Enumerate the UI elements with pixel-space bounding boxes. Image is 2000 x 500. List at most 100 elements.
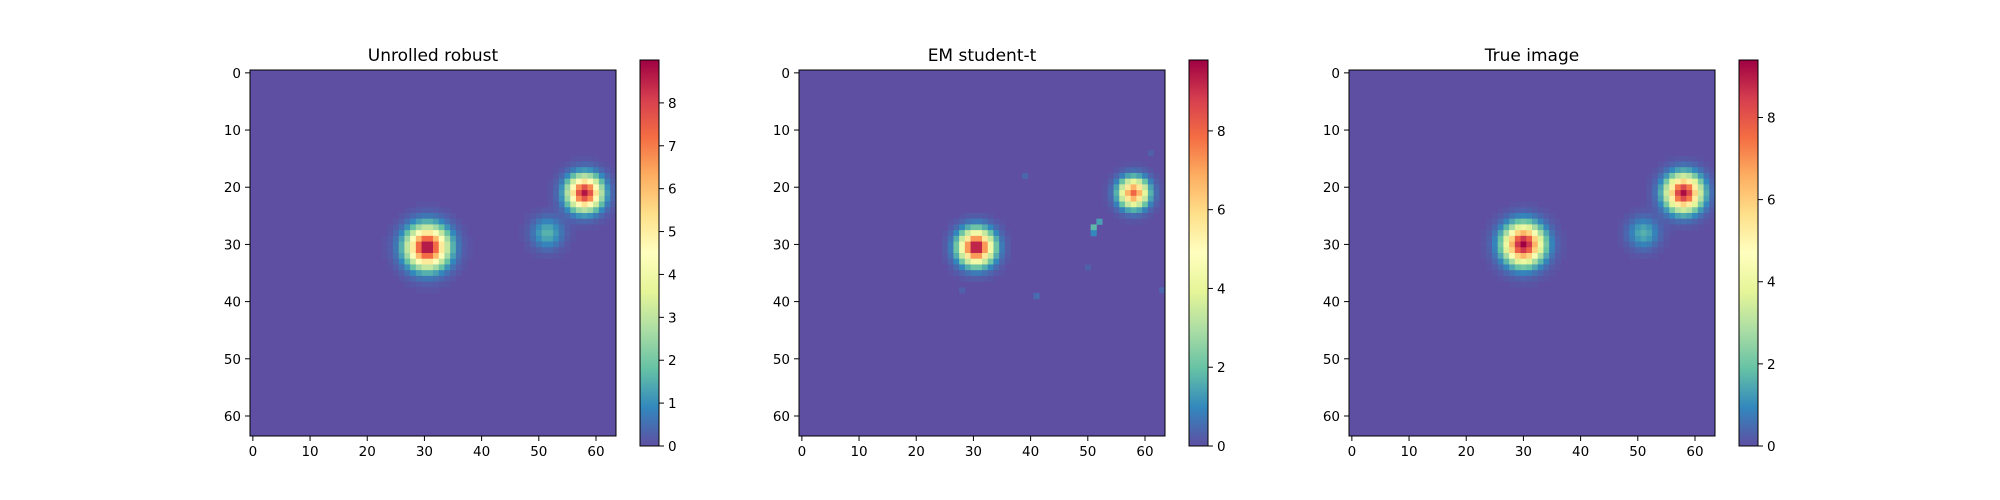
heatmap-cell (433, 287, 440, 294)
heatmap-cell (392, 253, 400, 260)
heatmap-cell (564, 201, 571, 208)
heatmap-cell (993, 241, 1000, 248)
heatmap-cell (587, 195, 594, 202)
heatmap-cell (1130, 190, 1137, 197)
heatmap-cell (1480, 230, 1487, 237)
x-axis: 0 10 20 30 40 50 60 (798, 436, 1154, 460)
heatmap-cell (598, 207, 605, 214)
heatmap-cell (392, 270, 400, 277)
heatmap-cell (1663, 190, 1670, 197)
heatmap-cell (1497, 253, 1504, 260)
heatmap-cell (587, 212, 594, 220)
heatmap-cell (461, 235, 468, 242)
heatmap-cell (450, 235, 457, 242)
heatmap-cell (467, 241, 474, 248)
heatmap-cell (1503, 241, 1510, 248)
heatmap-cell (1663, 207, 1670, 214)
heatmap-cell (598, 178, 605, 185)
colorbar-tick-label: 7 (668, 139, 677, 155)
heatmap-cell (410, 230, 417, 237)
heatmap-cell (1509, 235, 1516, 242)
y-tick-label: 30 (1323, 237, 1340, 253)
heatmap-cell (1549, 230, 1556, 237)
heatmap-cell (415, 287, 422, 294)
heatmap-cell (1674, 178, 1682, 185)
heatmap-cell (1107, 172, 1114, 180)
y-tick-label: 20 (773, 180, 790, 196)
heatmap-cell (970, 224, 977, 231)
heatmap-cell (959, 270, 966, 277)
heatmap-cell (1142, 172, 1149, 180)
heatmap-cell (581, 178, 588, 185)
heatmap-cell (1509, 247, 1516, 254)
heatmap-cell (1142, 207, 1149, 214)
heatmap-cell (1532, 253, 1539, 260)
heatmap-cell (593, 184, 600, 191)
heatmap-cell (1646, 224, 1653, 231)
heatmap-cell (1697, 184, 1704, 191)
heatmap-cell (1549, 218, 1556, 225)
heatmap-cell (1130, 195, 1137, 202)
heatmap-cell (541, 241, 548, 248)
x-tick-label: 50 (1079, 444, 1096, 460)
colorbar-tick-label: 8 (1217, 124, 1226, 140)
heatmap-cell (1107, 190, 1114, 197)
heatmap-cell (570, 230, 577, 237)
heatmap-cell (598, 190, 605, 197)
x-tick-label: 40 (1022, 444, 1039, 460)
heatmap-cell (1629, 253, 1636, 260)
heatmap-cell (410, 207, 417, 214)
heatmap-cell (461, 224, 468, 231)
heatmap-cell (427, 270, 434, 277)
heatmap-cell (999, 235, 1006, 242)
heatmap-cell (570, 224, 577, 231)
heatmap-cell (438, 247, 445, 254)
heatmap-cell (1142, 161, 1149, 168)
heatmap-cell (1634, 241, 1642, 248)
heatmap-cell (570, 190, 577, 197)
heatmap-cell (461, 247, 468, 254)
heatmap-cell (970, 275, 977, 282)
heatmap-cell (976, 212, 983, 220)
heatmap-cell (1520, 218, 1527, 225)
heatmap-cell (575, 218, 583, 225)
heatmap-cell (1703, 172, 1710, 180)
heatmap-cell (558, 212, 565, 220)
heatmap-cell (1491, 241, 1499, 248)
heatmap-cell (964, 241, 971, 248)
heatmap-cell (604, 201, 611, 208)
heatmap-cell (1703, 212, 1710, 220)
heatmap-cell (535, 235, 543, 242)
heatmap-cell (1491, 270, 1499, 277)
heatmap-cell (410, 247, 417, 254)
heatmap-cell (1033, 293, 1040, 300)
heatmap-cell (564, 195, 571, 202)
heatmap-cell (404, 241, 411, 248)
heatmap-cell (433, 207, 440, 214)
heatmap-cell (1560, 253, 1567, 260)
heatmap-cell (1646, 207, 1653, 214)
heatmap-cell (598, 212, 605, 220)
heatmap-cell (1491, 230, 1499, 237)
heatmap-cell (959, 275, 966, 282)
heatmap-cell (587, 184, 594, 191)
heatmap-cell (404, 230, 411, 237)
heatmap-cell (553, 167, 560, 174)
heatmap-cell (1703, 178, 1710, 185)
heatmap-cell (1549, 264, 1556, 271)
heatmap-cell (610, 167, 617, 174)
heatmap-cell (1634, 235, 1642, 242)
heatmap-cell (1107, 207, 1114, 214)
heatmap-cell (558, 195, 565, 202)
heatmap-cell (1520, 224, 1527, 231)
heatmap-cell (1142, 167, 1149, 174)
heatmap-cell (953, 230, 960, 237)
heatmap-cell (1491, 258, 1499, 265)
heatmap-cell (999, 264, 1006, 271)
heatmap-cell (1554, 235, 1561, 242)
heatmap-cell (587, 224, 594, 231)
heatmap-cell (1640, 247, 1647, 254)
heatmap-cell (433, 224, 440, 231)
heatmap-cell (547, 184, 554, 191)
heatmap-cell (1674, 195, 1682, 202)
